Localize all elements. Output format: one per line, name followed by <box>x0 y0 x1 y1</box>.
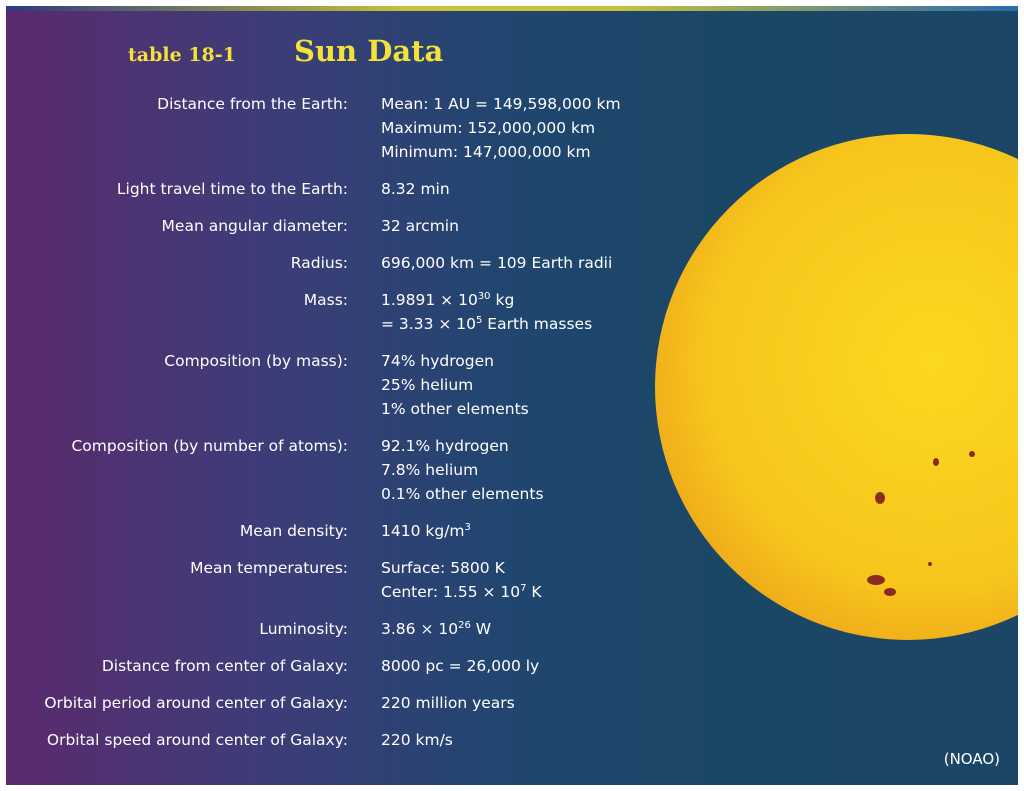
row-label: Distance from center of Galaxy: <box>101 657 348 675</box>
value-text: W <box>470 620 492 638</box>
value-text: Center: 1.55 × 10 <box>381 583 521 601</box>
row-value: 220 km/s <box>381 731 453 749</box>
row-value: 1410 kg/m3 <box>381 519 471 543</box>
row-value: Mean: 1 AU = 149,598,000 km <box>381 95 621 113</box>
row-value: 3.86 × 1026 W <box>381 617 491 641</box>
top-bar <box>6 6 1018 11</box>
value-text: kg <box>490 291 515 309</box>
row-label: Radius: <box>290 254 348 272</box>
row-value: Surface: 5800 K <box>381 559 505 577</box>
row-value: 8.32 min <box>381 180 450 198</box>
sun-image <box>655 134 1018 640</box>
table-title: Sun Data <box>294 34 444 68</box>
value-text: 3.86 × 10 <box>381 620 459 638</box>
value-text: = 3.33 × 10 <box>381 315 476 333</box>
row-label: Mean angular diameter: <box>161 217 348 235</box>
sun <box>655 134 1018 640</box>
row-value: 7.8% helium <box>381 461 479 479</box>
row-value: = 3.33 × 105 Earth masses <box>381 312 592 336</box>
row-value: 8000 pc = 26,000 ly <box>381 657 540 675</box>
value-text: Earth masses <box>482 315 593 333</box>
row-value: 0.1% other elements <box>381 485 544 503</box>
table-label: table 18-1 <box>128 44 236 66</box>
row-value: Minimum: 147,000,000 km <box>381 143 591 161</box>
row-value: Maximum: 152,000,000 km <box>381 119 596 137</box>
row-label: Mean temperatures: <box>190 559 348 577</box>
superscript: 3 <box>464 521 471 533</box>
row-value: 32 arcmin <box>381 217 459 235</box>
row-value: 74% hydrogen <box>381 352 494 370</box>
row-value: 1% other elements <box>381 400 529 418</box>
row-label: Mean density: <box>239 522 348 540</box>
row-label: Composition (by number of atoms): <box>71 437 348 455</box>
row-label: Mass: <box>303 291 348 309</box>
sunspots <box>867 451 975 596</box>
value-text: K <box>526 583 542 601</box>
row-label: Distance from the Earth: <box>157 95 348 113</box>
row-value: 92.1% hydrogen <box>381 437 509 455</box>
value-text: 1410 kg/m <box>381 522 465 540</box>
row-value: 220 million years <box>381 694 515 712</box>
panel: table 18-1 Sun Data Distance from the Ea… <box>6 6 1018 785</box>
row-value: 25% helium <box>381 376 474 394</box>
row-value: 1.9891 × 1030 kg <box>381 288 514 312</box>
row-label: Light travel time to the Earth: <box>116 180 348 198</box>
credit: (NOAO) <box>943 750 1000 768</box>
row-value: 696,000 km = 109 Earth radii <box>381 254 613 272</box>
row-value: Center: 1.55 × 107 K <box>381 580 542 604</box>
superscript: 7 <box>520 582 527 594</box>
superscript: 5 <box>476 314 483 326</box>
superscript: 30 <box>477 290 491 302</box>
row-label: Orbital speed around center of Galaxy: <box>46 731 348 749</box>
superscript: 26 <box>458 619 471 631</box>
row-label: Orbital period around center of Galaxy: <box>44 694 348 712</box>
value-text: 1.9891 × 10 <box>381 291 478 309</box>
row-label: Luminosity: <box>259 620 348 638</box>
row-label: Composition (by mass): <box>164 352 348 370</box>
